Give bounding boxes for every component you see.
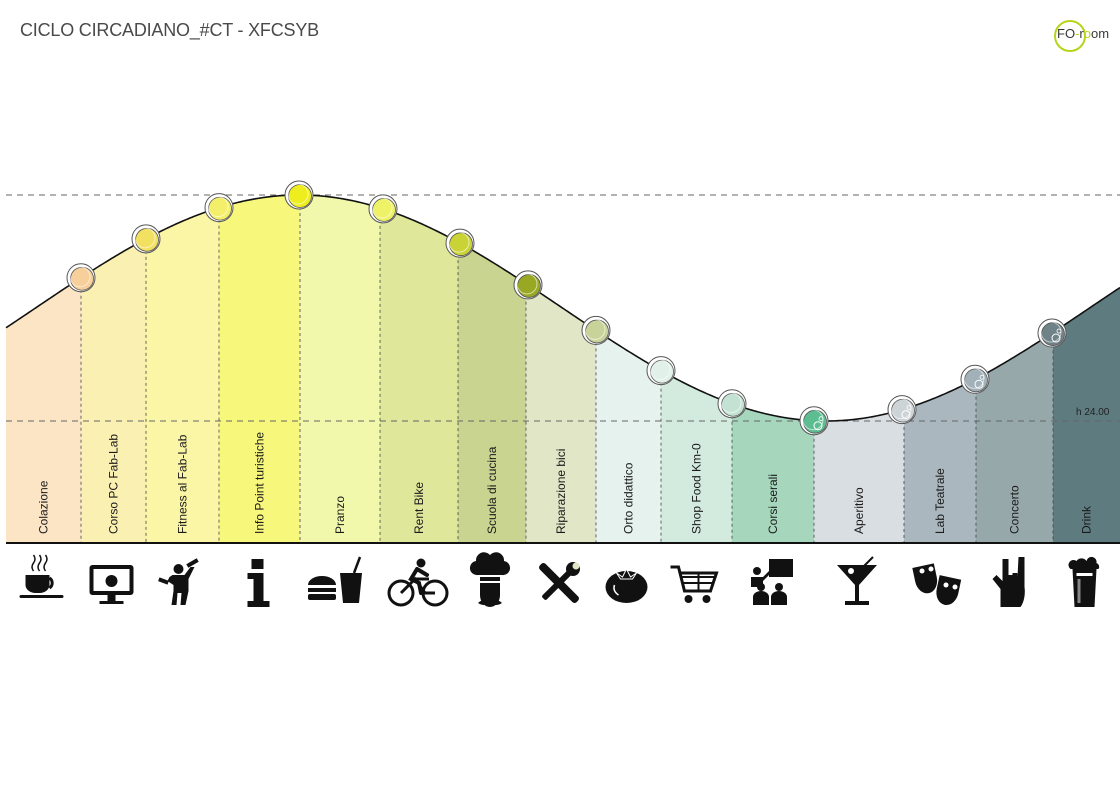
coffee-cup-icon bbox=[19, 554, 64, 598]
theater-masks-icon bbox=[912, 563, 962, 606]
logo-text: FO-room bbox=[1057, 26, 1110, 41]
curve-dot-8 bbox=[646, 356, 676, 386]
fo-room-logo: FO-room bbox=[1054, 20, 1118, 52]
tomato-icon bbox=[605, 567, 648, 603]
curve-dot-1 bbox=[131, 224, 161, 254]
computer-monitor-icon bbox=[89, 565, 134, 604]
rock-hand-icon bbox=[992, 557, 1025, 607]
shopping-cart-icon bbox=[670, 565, 719, 603]
curve-dot-3 bbox=[284, 180, 314, 210]
curve-dot-5 bbox=[445, 228, 475, 258]
h24-label: h 24.00 bbox=[1076, 407, 1110, 418]
curve-dot-4 bbox=[368, 194, 398, 224]
chef-icon bbox=[469, 552, 511, 607]
burger-drink-icon bbox=[308, 556, 362, 603]
activity-label: Aperitivo bbox=[852, 487, 866, 534]
activity-label: Info Point turistiche bbox=[253, 432, 267, 534]
curve-dot-13 bbox=[1037, 318, 1067, 348]
activity-label: Pranzo bbox=[333, 496, 347, 534]
curve-dot-11 bbox=[887, 395, 917, 425]
wrench-screwdriver-icon bbox=[539, 562, 580, 603]
curve-dot-9 bbox=[717, 389, 747, 419]
curve-dot-7 bbox=[581, 315, 611, 345]
activity-label: Riparazione bici bbox=[554, 449, 568, 534]
activity-label: Drink bbox=[1080, 505, 1094, 534]
cocktail-icon bbox=[837, 556, 877, 605]
activity-label: Fitness al Fab-Lab bbox=[176, 434, 190, 534]
curve-dot-10 bbox=[799, 406, 829, 436]
bicycle-icon bbox=[387, 558, 449, 607]
curve-dot-6 bbox=[513, 270, 543, 300]
activity-label: Concerto bbox=[1008, 485, 1022, 534]
logo-ring bbox=[1054, 20, 1086, 52]
info-icon bbox=[247, 559, 270, 607]
curve-dot-12 bbox=[960, 364, 990, 394]
activity-label: Colazione bbox=[37, 480, 51, 534]
page-title: CICLO CIRCADIANO_#CT - XFCSYB bbox=[20, 20, 319, 40]
curve-dot-0 bbox=[66, 263, 96, 293]
circadian-curve bbox=[5, 194, 1120, 422]
fitness-dumbbell-icon bbox=[158, 558, 199, 605]
activity-label: Shop Food Km-0 bbox=[690, 443, 704, 534]
band-3 bbox=[219, 150, 301, 543]
activity-label: Rent Bike bbox=[412, 482, 426, 534]
activity-label: Corso PC Fab-Lab bbox=[107, 434, 121, 534]
beer-glass-icon bbox=[1068, 556, 1100, 607]
activity-label: Scuola di cucina bbox=[485, 446, 499, 534]
band-4 bbox=[300, 150, 381, 543]
activity-label: Orto didattico bbox=[622, 462, 636, 534]
curve-dot-2 bbox=[204, 193, 234, 223]
activity-label: Lab Teatrale bbox=[933, 468, 947, 534]
activity-label: Corsi serali bbox=[766, 474, 780, 534]
teacher-class-icon bbox=[751, 559, 793, 605]
